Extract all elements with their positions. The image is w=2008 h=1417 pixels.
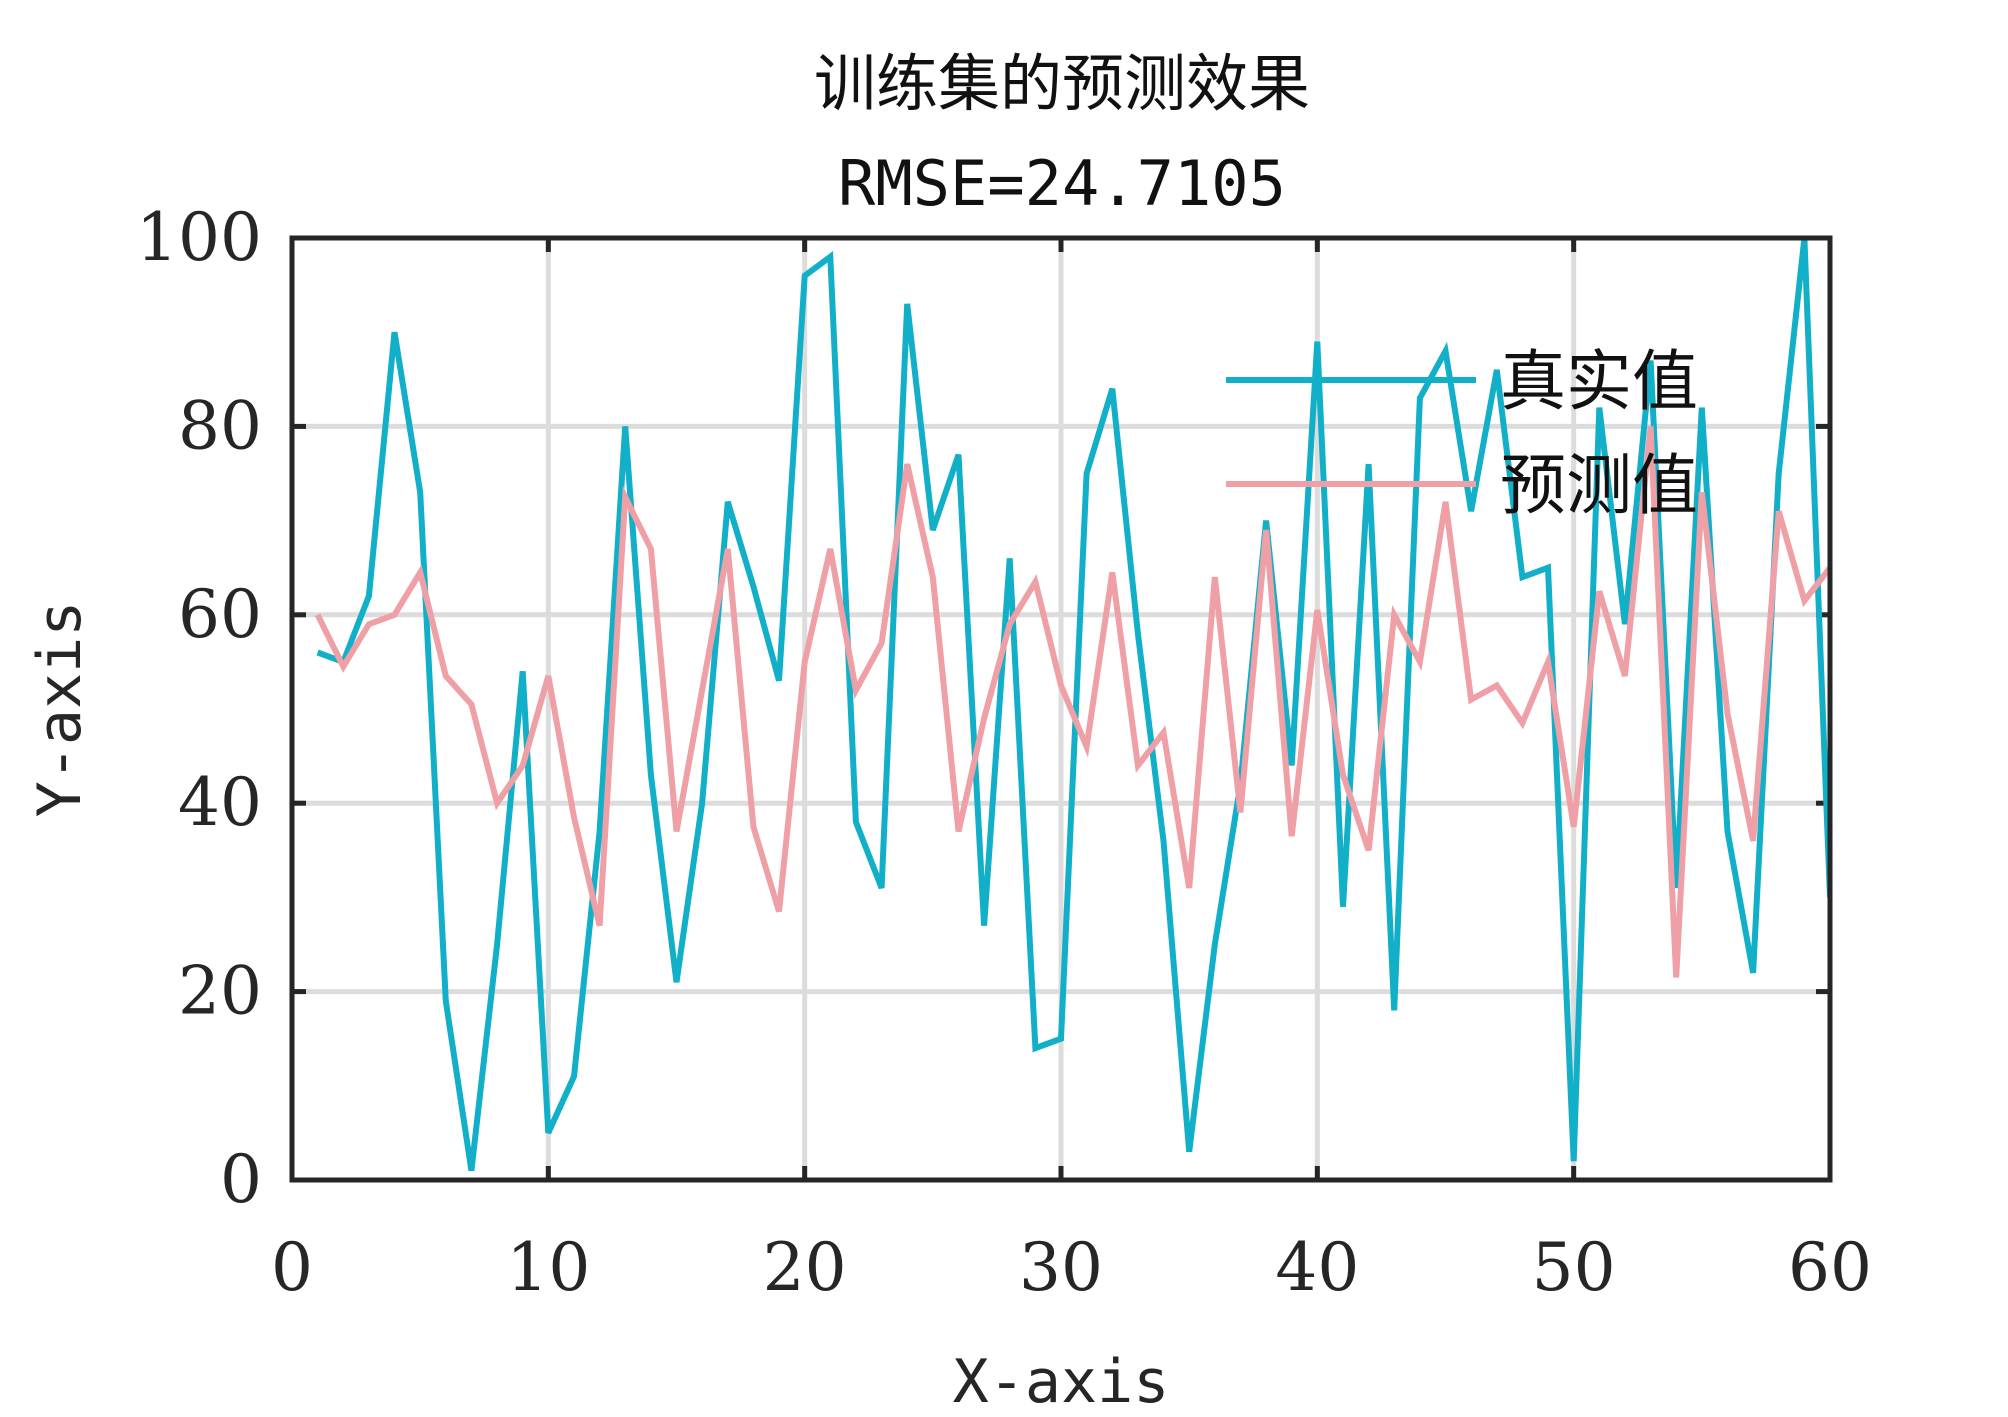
x-tick-label: 40 <box>1275 1229 1359 1306</box>
x-tick-label: 0 <box>271 1229 313 1306</box>
y-tick-labels: 0 20 40 60 80 100 <box>136 199 262 1218</box>
y-tick-label: 0 <box>220 1141 262 1218</box>
y-axis-label: Y-axis <box>25 601 95 818</box>
x-tick-label: 60 <box>1788 1229 1872 1306</box>
chart-subtitle: RMSE=24.7105 <box>838 147 1286 220</box>
x-tick-label: 50 <box>1532 1229 1616 1306</box>
y-tick-label: 100 <box>136 199 262 276</box>
x-tick-label: 10 <box>506 1229 590 1306</box>
x-tick-label: 30 <box>1019 1229 1103 1306</box>
legend-label-pred: 预测值 <box>1500 447 1698 524</box>
legend-label-true: 真实值 <box>1500 343 1698 420</box>
y-tick-label: 60 <box>178 576 262 653</box>
legend: 真实值 预测值 <box>1226 343 1698 524</box>
series-line-true <box>316 238 1830 1172</box>
y-tick-label: 20 <box>178 953 262 1030</box>
x-tick-labels: 0 10 20 30 40 50 60 <box>271 1229 1872 1306</box>
series-lines <box>314 238 1830 1172</box>
x-axis-label: X-axis <box>953 1347 1170 1417</box>
chart-title: 训练集的预测效果 <box>814 47 1310 120</box>
plot-frame <box>289 235 1833 1183</box>
series-line-pred <box>314 426 1830 978</box>
x-tick-label: 20 <box>763 1229 847 1306</box>
y-tick-label: 80 <box>178 387 262 464</box>
y-tick-label: 40 <box>178 764 262 841</box>
